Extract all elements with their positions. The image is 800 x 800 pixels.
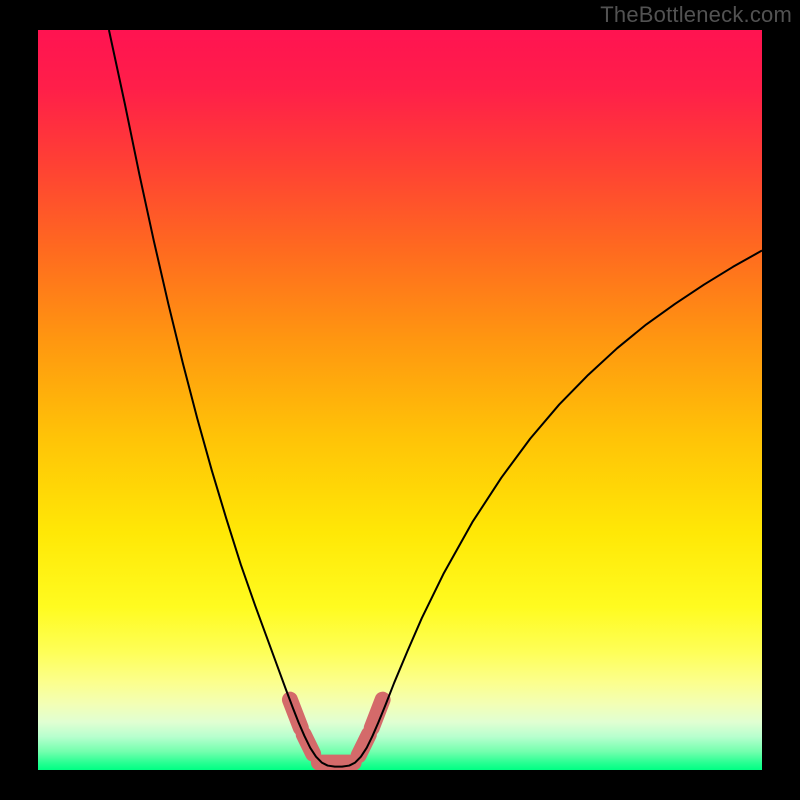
attribution-text: TheBottleneck.com <box>600 2 792 28</box>
plot-area <box>38 30 762 770</box>
bottleneck-chart-svg <box>38 30 762 770</box>
image-frame: TheBottleneck.com <box>0 0 800 800</box>
chart-background <box>38 30 762 770</box>
